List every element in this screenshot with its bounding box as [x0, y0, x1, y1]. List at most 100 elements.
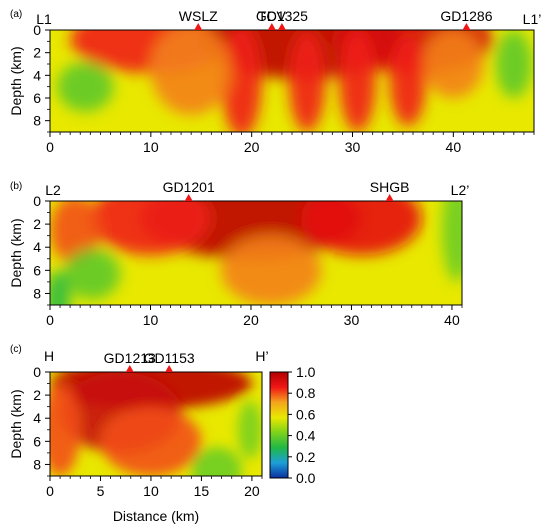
station-label: GD1153 [144, 350, 195, 366]
anomaly-blob [50, 201, 101, 265]
y-tick-label: 4 [33, 239, 41, 255]
heatmap-field [50, 201, 462, 305]
station-marker [277, 23, 286, 30]
y-axis-label: Depth (km) [8, 218, 24, 287]
x-tick-label: 20 [243, 312, 259, 328]
station-label: GD1201 [163, 179, 215, 195]
x-tick-label: 0 [46, 312, 54, 328]
anomaly-blob [301, 201, 422, 256]
y-axis-label: Depth (km) [8, 389, 24, 458]
x-tick-label: 30 [344, 312, 360, 328]
x-tick-label: 10 [143, 483, 159, 499]
stations: GD1201 SHGB [163, 179, 410, 201]
y-tick-label: 6 [33, 433, 41, 449]
anomaly-blob [100, 406, 202, 476]
plot-frame [49, 371, 263, 477]
station-label: WSLZ [179, 8, 218, 24]
y-tick-label: 4 [33, 67, 41, 83]
plot-frame [49, 200, 463, 306]
colorbar-ticks: 1.0 0.8 0.6 0.4 0.2 0.0 [288, 364, 316, 486]
anomaly-blob [288, 30, 326, 132]
station-marker [125, 365, 134, 372]
x-tick-label: 5 [97, 483, 105, 499]
anomaly-blob [237, 400, 262, 459]
anomaly-blob [90, 201, 211, 256]
panel-b: (b) L2 L2’ 0 10 20 30 40 0 2 4 6 8 GD1201 SHGB Dep… [8, 179, 470, 328]
y-tick-label: 8 [33, 285, 41, 301]
y-tick-label: 0 [33, 193, 41, 209]
heatmap-field [50, 30, 534, 132]
anomaly-blob [57, 61, 114, 112]
anomaly-blob [50, 270, 71, 305]
x-tick-label: 0 [46, 139, 54, 155]
colorbar-tick-label: 0.0 [296, 470, 316, 486]
heatmap-field [50, 372, 262, 476]
x-tick-label: 20 [244, 139, 260, 155]
anomaly-blob [441, 201, 462, 282]
x-tick-label: 10 [143, 139, 159, 155]
x-axis-label: Distance (km) [113, 508, 199, 524]
anomaly-blob [423, 30, 484, 98]
x-tick-label: 0 [46, 483, 54, 499]
colorbar-tick-label: 0.8 [296, 385, 316, 401]
station-marker [184, 194, 193, 201]
colorbar-tick-label: 1.0 [296, 364, 316, 380]
y-tick-label: 2 [33, 45, 41, 61]
station-marker [165, 365, 174, 372]
y-tick-label: 6 [33, 90, 41, 106]
profile-start-label: L2 [45, 182, 61, 198]
x-tick-label: 15 [194, 483, 210, 499]
station-label: GD1286 [440, 8, 492, 24]
profile-end-label: L1’ [523, 11, 542, 27]
axes: 0 5 10 15 20 0 2 4 6 8 [33, 364, 263, 499]
colorbar: 1.0 0.8 0.6 0.4 0.2 0.0 [269, 364, 316, 486]
anomaly-blob [495, 30, 532, 98]
y-tick-label: 4 [33, 410, 41, 426]
station-marker [267, 23, 276, 30]
y-axis-label: Depth (km) [8, 46, 24, 115]
y-tick-label: 0 [33, 22, 41, 38]
y-tick-label: 8 [33, 456, 41, 472]
x-tick-label: 40 [446, 139, 462, 155]
profile-start-label: H [44, 348, 54, 364]
x-tick-label: 20 [244, 483, 260, 499]
profile-start-label: L1 [36, 11, 52, 27]
anomaly-blob [221, 30, 262, 132]
anomaly-blob [150, 30, 232, 115]
anomaly-blob [50, 383, 81, 476]
y-tick-label: 2 [33, 387, 41, 403]
station-label: GD1325 [256, 8, 308, 24]
y-tick-label: 6 [33, 262, 41, 278]
anomaly-blob [191, 447, 242, 476]
axes: 0 10 20 30 40 0 2 4 6 8 [33, 22, 535, 155]
x-tick-label: 10 [143, 312, 159, 328]
y-tick-label: 8 [33, 113, 41, 129]
colorbar-gradient [269, 371, 289, 479]
anomaly-blob [220, 235, 322, 305]
anomaly-blob [339, 30, 376, 132]
station-marker [194, 23, 203, 30]
y-tick-label: 0 [33, 364, 41, 380]
station-marker [462, 23, 471, 30]
panel-label: (c) [10, 344, 22, 355]
anomaly-blob [389, 35, 427, 127]
colorbar-tick-label: 0.2 [296, 449, 316, 465]
colorbar-tick-label: 0.6 [296, 406, 316, 422]
colorbar-tick-label: 0.4 [296, 428, 316, 444]
anomaly-blob [64, 248, 121, 300]
profile-end-label: H’ [255, 348, 268, 364]
station-marker [385, 194, 394, 201]
station-label: SHGB [370, 179, 410, 195]
panel-label: (b) [10, 181, 22, 192]
panel-label: (a) [10, 9, 22, 20]
station-label: GD1213 [104, 350, 156, 366]
axes: 0 10 20 30 40 0 2 4 6 8 [33, 193, 463, 328]
y-tick-label: 2 [33, 216, 41, 232]
station-label: TCV [258, 8, 287, 24]
profile-end-label: L2’ [451, 182, 470, 198]
